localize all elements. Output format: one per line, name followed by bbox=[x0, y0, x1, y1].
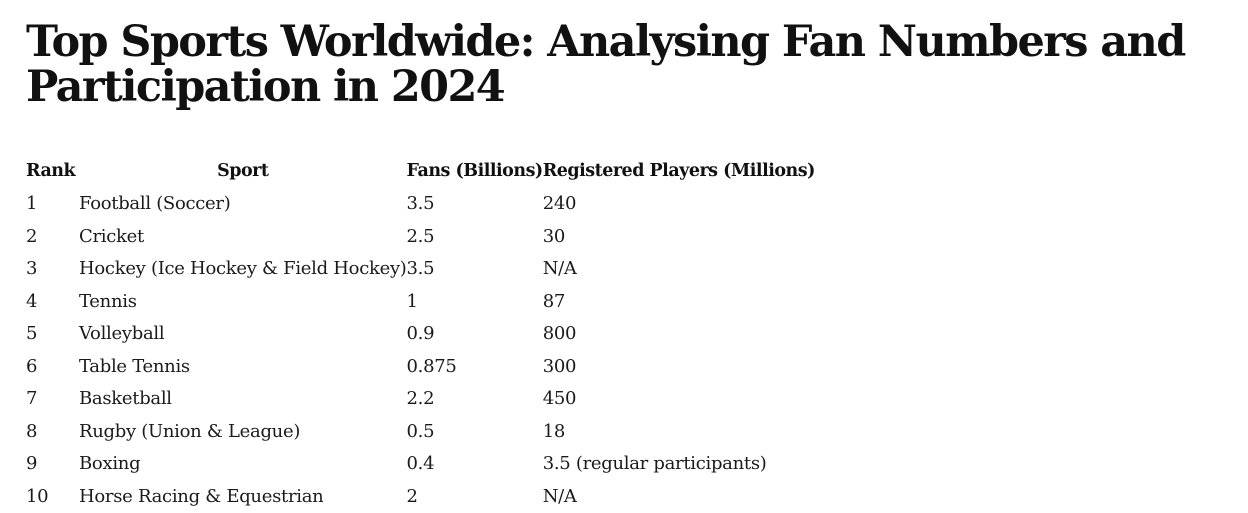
players-cell: 800 bbox=[542, 323, 577, 345]
table-row: 6 Table Tennis 0.875 300 bbox=[26, 350, 843, 383]
table-row: 4 Tennis 1 87 bbox=[26, 285, 843, 318]
table-row: 5 Volleyball 0.9 800 bbox=[26, 318, 843, 351]
sport-cell: Rugby (Union & League) bbox=[79, 420, 301, 442]
sports-table: Rank Sport Fans (Billions) Registered Pl… bbox=[26, 155, 843, 513]
sport-cell: Cricket bbox=[79, 225, 144, 247]
sport-cell: Basketball bbox=[79, 388, 172, 410]
fans-cell: 2 bbox=[406, 485, 418, 507]
table-row: 10 Horse Racing & Equestrian 2 N/A bbox=[26, 480, 843, 513]
fans-cell: 0.5 bbox=[406, 420, 435, 442]
fans-cell: 1 bbox=[406, 290, 418, 312]
header-registered-players: Registered Players (Millions) bbox=[542, 161, 816, 182]
page-title: Top Sports Worldwide: Analysing Fan Numb… bbox=[26, 17, 1186, 112]
rank-cell: 3 bbox=[26, 258, 38, 280]
rank-cell: 10 bbox=[26, 485, 49, 507]
table-row: 8 Rugby (Union & League) 0.5 18 bbox=[26, 415, 843, 448]
sport-cell: Football (Soccer) bbox=[79, 193, 231, 215]
sport-cell: Tennis bbox=[79, 290, 137, 312]
fans-cell: 0.4 bbox=[406, 453, 435, 475]
players-cell: 450 bbox=[542, 388, 577, 410]
fans-cell: 0.875 bbox=[406, 355, 457, 377]
sport-cell: Boxing bbox=[79, 453, 141, 475]
rank-cell: 6 bbox=[26, 355, 38, 377]
header-fans: Fans (Billions) bbox=[406, 161, 544, 182]
table-row: 7 Basketball 2.2 450 bbox=[26, 383, 843, 416]
players-cell: N/A bbox=[542, 485, 577, 507]
fans-cell: 3.5 bbox=[406, 193, 435, 215]
players-cell: 30 bbox=[542, 225, 566, 247]
players-cell: N/A bbox=[542, 258, 577, 280]
rank-cell: 5 bbox=[26, 323, 38, 345]
players-cell: 3.5 (regular participants) bbox=[542, 453, 767, 475]
players-cell: 240 bbox=[542, 193, 577, 215]
sport-cell: Table Tennis bbox=[79, 355, 190, 377]
fans-cell: 2.5 bbox=[406, 225, 435, 247]
rank-cell: 9 bbox=[26, 453, 38, 475]
table-header-row: Rank Sport Fans (Billions) Registered Pl… bbox=[26, 155, 843, 188]
rank-cell: 7 bbox=[26, 388, 38, 410]
table-row: 1 Football (Soccer) 3.5 240 bbox=[26, 188, 843, 221]
table-row: 2 Cricket 2.5 30 bbox=[26, 220, 843, 253]
rank-cell: 2 bbox=[26, 225, 38, 247]
table-row: 3 Hockey (Ice Hockey & Field Hockey) 3.5… bbox=[26, 253, 843, 286]
players-cell: 18 bbox=[542, 420, 566, 442]
rank-cell: 4 bbox=[26, 290, 38, 312]
header-sport: Sport bbox=[217, 161, 269, 182]
header-rank: Rank bbox=[26, 161, 76, 182]
rank-cell: 8 bbox=[26, 420, 38, 442]
sport-cell: Volleyball bbox=[79, 323, 165, 345]
table-row: 9 Boxing 0.4 3.5 (regular participants) bbox=[26, 448, 843, 481]
players-cell: 87 bbox=[542, 290, 566, 312]
sport-cell: Hockey (Ice Hockey & Field Hockey) bbox=[79, 258, 407, 280]
fans-cell: 2.2 bbox=[406, 388, 435, 410]
fans-cell: 0.9 bbox=[406, 323, 435, 345]
rank-cell: 1 bbox=[26, 193, 38, 215]
sport-cell: Horse Racing & Equestrian bbox=[79, 485, 324, 507]
players-cell: 300 bbox=[542, 355, 577, 377]
fans-cell: 3.5 bbox=[406, 258, 435, 280]
